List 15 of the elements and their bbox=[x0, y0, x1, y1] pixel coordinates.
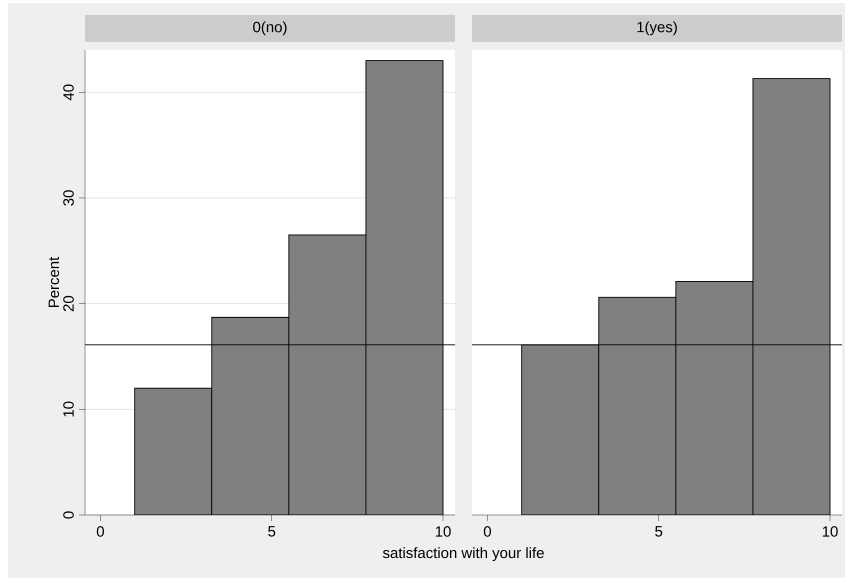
x-tick-label: 10 bbox=[436, 526, 451, 537]
y-tick-label: 40 bbox=[63, 84, 74, 100]
chart-title: 1(yes) bbox=[637, 21, 677, 36]
y-tick-label: 10 bbox=[63, 402, 74, 416]
x-tick-label: 5 bbox=[268, 526, 276, 537]
y-tick-label: 20 bbox=[63, 296, 74, 312]
y-tick-label: 30 bbox=[63, 190, 74, 206]
x-tick-label: 5 bbox=[655, 526, 662, 537]
y-axis-title: Percent bbox=[48, 256, 60, 308]
x-tick-label: 0 bbox=[484, 526, 491, 537]
x-tick-label: 0 bbox=[96, 526, 104, 537]
x-axis-title: satisfaction with your life bbox=[382, 547, 544, 562]
x-tick-label: 10 bbox=[822, 526, 838, 537]
chart-title: 0(no) bbox=[253, 21, 287, 36]
y-tick-label: 0 bbox=[63, 511, 74, 519]
